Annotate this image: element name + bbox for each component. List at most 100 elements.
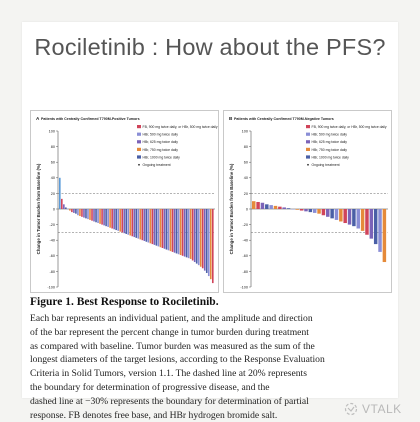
waterfall-bar	[142, 209, 144, 240]
waterfall-bar	[115, 209, 117, 230]
waterfall-bar	[339, 209, 342, 221]
waterfall-bar	[196, 209, 198, 264]
y-tick-label: -60	[243, 254, 249, 258]
waterfall-bar	[95, 209, 97, 222]
waterfall-bar	[357, 209, 360, 229]
waterfall-bar	[352, 209, 355, 226]
waterfall-bar	[309, 209, 312, 212]
waterfall-bar	[117, 209, 119, 231]
waterfall-bar	[256, 202, 259, 209]
waterfall-bar	[107, 209, 109, 227]
waterfall-bar	[335, 209, 338, 220]
y-tick-label: 60	[51, 161, 55, 165]
y-tick-label: 20	[244, 192, 248, 196]
waterfall-bar	[127, 209, 129, 235]
waterfall-bar	[168, 209, 170, 250]
panel-label: B	[229, 116, 233, 121]
y-tick-label: 100	[49, 129, 55, 133]
legend-label: HBr, 500 mg twice daily	[143, 133, 179, 137]
waterfall-bar	[296, 209, 299, 210]
waterfall-bar	[378, 209, 381, 252]
legend-label: HBr, 1000 mg twice daily	[143, 155, 181, 159]
legend-swatch	[306, 155, 310, 158]
waterfall-bar	[131, 209, 133, 236]
waterfall-bar	[148, 209, 150, 243]
waterfall-bar	[93, 209, 95, 221]
waterfall-bar	[202, 209, 204, 268]
legend-swatch	[137, 133, 141, 136]
legend-label: HBr, 750 mg twice daily	[143, 148, 179, 152]
legend-label: HBr, 500 mg twice daily	[312, 133, 348, 137]
waterfall-bar	[77, 209, 79, 215]
waterfall-bar	[105, 209, 107, 226]
panel-label: A	[36, 116, 40, 121]
waterfall-bar	[261, 203, 264, 209]
y-tick-label: 80	[244, 145, 248, 149]
y-tick-label: 40	[51, 176, 55, 180]
waterfall-bar	[75, 209, 77, 214]
y-tick-label: 0	[53, 207, 55, 211]
caption-line: dashed line at −30% represents the bound…	[30, 395, 392, 409]
waterfall-bar	[317, 209, 320, 214]
waterfall-bar	[348, 209, 351, 225]
legend-swatch	[306, 140, 310, 143]
waterfall-bar	[343, 209, 346, 223]
y-tick-label: -80	[243, 270, 249, 274]
waterfall-bar	[146, 209, 148, 242]
waterfall-bar	[71, 209, 73, 212]
waterfall-bar	[125, 209, 127, 234]
watermark-text: VTALK	[362, 402, 402, 416]
y-tick-label: -60	[50, 254, 56, 258]
waterfall-bar	[326, 209, 329, 217]
waterfall-bar	[204, 209, 206, 271]
waterfall-bar	[304, 209, 307, 211]
legend-marker	[138, 164, 140, 166]
waterfall-bar	[182, 209, 184, 256]
waterfall-bar	[322, 209, 325, 215]
waterfall-bar	[252, 201, 255, 209]
legend-label: FB, 900 mg twice daily, or HBr, 500 mg t…	[143, 125, 218, 129]
legend-label: HBr, 1000 mg twice daily	[312, 155, 350, 159]
waterfall-bar	[176, 209, 178, 253]
y-axis-label: Change in Tumor Burden from Baseline (%)	[36, 163, 41, 254]
waterfall-bar	[89, 209, 91, 220]
y-tick-label: -20	[243, 223, 249, 227]
waterfall-bar	[99, 209, 101, 224]
caption-line: the boundary for determination of progre…	[30, 381, 392, 395]
figure-caption-title: Figure 1. Best Response to Rociletinib.	[30, 296, 392, 308]
waterfall-bar	[184, 209, 186, 257]
chart-title: Patients with Centrally Confirmed T790M-…	[234, 117, 334, 121]
y-tick-label: -40	[50, 239, 56, 243]
waterfall-bar	[101, 209, 103, 225]
waterfall-bar	[162, 209, 164, 248]
caption-line: as compared with baseline. Tumor burden …	[30, 340, 392, 354]
waterfall-bar	[138, 209, 140, 239]
waterfall-bar	[192, 209, 194, 260]
waterfall-bar	[152, 209, 154, 244]
legend-swatch	[306, 148, 310, 151]
waterfall-bar	[79, 209, 81, 216]
waterfall-bar	[278, 207, 281, 209]
y-tick-label: 80	[51, 145, 55, 149]
waterfall-bar	[158, 209, 160, 246]
waterfall-bar	[206, 209, 208, 273]
y-axis-label: Change in Tumor Burden from Baseline (%)	[229, 163, 234, 254]
waterfall-bar	[154, 209, 156, 245]
y-tick-label: 40	[244, 176, 248, 180]
caption-line: of the bar represent the percent change …	[30, 326, 392, 340]
waterfall-bar	[383, 209, 386, 262]
legend-label: Ongoing treatment	[143, 163, 171, 167]
legend-label: HBr, 750 mg twice daily	[312, 148, 348, 152]
caption-line: Each bar represents an individual patien…	[30, 312, 392, 326]
legend-swatch	[137, 148, 141, 151]
waterfall-bar	[374, 209, 377, 244]
waterfall-bar	[166, 209, 168, 250]
waterfall-bar	[269, 205, 272, 209]
y-tick-label: -40	[243, 239, 249, 243]
y-tick-label: 100	[242, 129, 248, 133]
